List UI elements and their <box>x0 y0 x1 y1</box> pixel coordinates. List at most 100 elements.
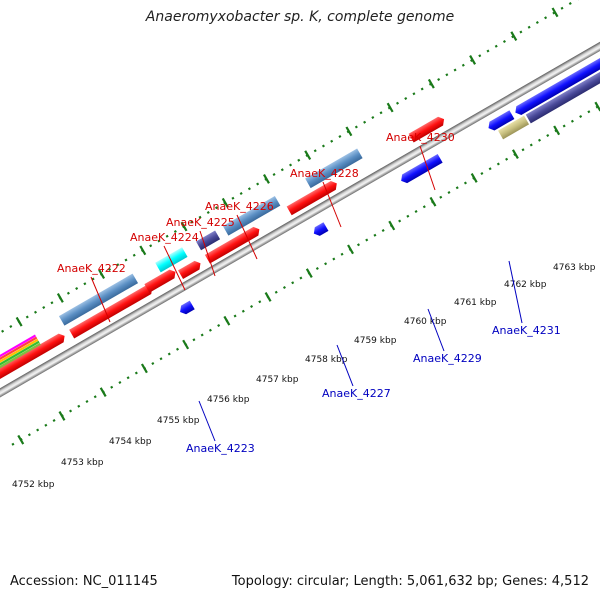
scale-major-tick <box>305 268 313 279</box>
cds-feature[interactable] <box>286 179 340 216</box>
scale-tick-label: 4757 kbp <box>256 375 299 385</box>
scale-major-tick <box>469 55 477 65</box>
scale-major-tick <box>304 150 312 161</box>
map-title: Anaeromyxobacter sp. K, complete genome <box>145 9 455 25</box>
steelblue-feature[interactable] <box>222 196 281 236</box>
gene-label-leader <box>163 245 186 291</box>
gene-label-leader <box>322 181 342 228</box>
scale-tick-label: 4759 kbp <box>354 336 397 346</box>
scale-tick-label: 4756 kbp <box>207 395 250 405</box>
khaki-feature[interactable] <box>498 115 530 140</box>
gene-label[interactable]: AnaeK_4223 <box>186 442 255 455</box>
scale-tick-label: 4755 kbp <box>157 416 200 426</box>
gene-label-leader <box>427 308 445 352</box>
scale-major-tick <box>427 78 435 89</box>
topology-label: Topology: circular; Length: 5,061,632 bp… <box>231 574 589 589</box>
scale-tick-label: 4752 kbp <box>12 480 55 490</box>
scale-major-tick <box>223 315 231 326</box>
gene-label-leader <box>199 230 216 277</box>
cds-feature[interactable] <box>178 259 203 280</box>
scale-tick-label: 4754 kbp <box>109 437 152 447</box>
scale-major-tick <box>345 126 353 137</box>
scale-tick-label: 4763 kbp <box>553 263 596 273</box>
cyan-feature[interactable] <box>155 247 188 273</box>
cds-feature[interactable] <box>144 268 178 293</box>
scale-major-tick <box>221 197 229 208</box>
scale-major-tick <box>56 293 64 303</box>
feature-multicolor-c[interactable] <box>0 338 39 379</box>
cds-feature[interactable] <box>486 110 515 132</box>
cds-feature[interactable] <box>204 225 262 264</box>
forward-feature-row <box>0 148 363 383</box>
scale-tick-label: 4760 kbp <box>404 317 447 327</box>
scale-major-tick <box>98 269 106 280</box>
gene-label[interactable]: AnaeK_4225 <box>166 216 235 229</box>
gene-label-leader <box>508 260 523 324</box>
scale-major-tick <box>182 339 190 350</box>
slate-feature[interactable] <box>196 230 221 251</box>
scale-major-tick <box>180 221 188 232</box>
scale-major-tick <box>58 411 66 421</box>
scale-major-tick <box>264 292 272 302</box>
scale-tick-label: 4761 kbp <box>454 298 497 308</box>
gene-label[interactable]: AnaeK_4230 <box>386 131 455 144</box>
steelblue-feature[interactable] <box>58 273 139 326</box>
gene-label-leader <box>336 344 354 387</box>
scale-major-tick <box>511 149 519 160</box>
gene-label[interactable]: AnaeK_4222 <box>57 262 126 275</box>
reverse-major-ticks <box>17 101 600 445</box>
forward-genes <box>0 115 447 386</box>
gene-label-leader <box>236 214 258 260</box>
scale-tick-label: 4758 kbp <box>305 355 348 365</box>
cds-feature[interactable] <box>69 283 155 339</box>
cds-feature[interactable] <box>513 49 600 117</box>
scale-major-tick <box>99 387 107 398</box>
genome-backbone <box>0 37 600 405</box>
scale-major-tick <box>470 173 478 183</box>
reverse-scale-dots <box>11 83 600 446</box>
gene-label-leaders <box>90 145 523 442</box>
feature-multicolor-a[interactable] <box>0 334 37 374</box>
scale-major-tick <box>17 434 25 445</box>
scale-major-tick <box>429 196 437 207</box>
scale-major-tick <box>553 125 561 136</box>
cds-feature[interactable] <box>408 115 447 143</box>
scale-tick-labels: 4752 kbp 4753 kbp 4754 kbp 4755 kbp 4756 kbp… <box>12 263 596 490</box>
scale-major-tick <box>15 316 23 327</box>
gene-label[interactable]: AnaeK_4224 <box>130 231 199 244</box>
gene-label[interactable]: AnaeK_4226 <box>205 200 274 213</box>
gene-label-leader <box>90 276 111 323</box>
cds-feature[interactable] <box>311 222 329 238</box>
scale-major-tick <box>510 31 518 42</box>
gene-label[interactable]: AnaeK_4227 <box>322 387 391 400</box>
scale-tick-label: 4753 kbp <box>61 458 104 468</box>
cds-feature[interactable] <box>0 332 67 386</box>
scale-major-tick <box>139 245 147 256</box>
forward-scale-dots <box>0 0 585 357</box>
scale-major-tick <box>140 363 148 374</box>
cds-feature[interactable] <box>399 154 443 185</box>
cds-feature[interactable] <box>178 300 195 317</box>
gene-label[interactable]: AnaeK_4228 <box>290 167 359 180</box>
feature-multicolor-d[interactable] <box>0 340 40 381</box>
gene-label-leader <box>419 145 436 191</box>
scale-major-tick <box>594 101 600 112</box>
gene-label-leader <box>198 400 216 442</box>
feature-multicolor-b[interactable] <box>0 336 38 377</box>
scale-tick-label: 4762 kbp <box>504 280 547 290</box>
scale-major-tick <box>263 174 270 184</box>
gene-labels: AnaeK_4222 AnaeK_4224 AnaeK_4225 AnaeK_4226… <box>57 131 561 455</box>
steelblue-feature[interactable] <box>305 148 363 189</box>
scale-major-tick <box>551 7 559 18</box>
gene-label[interactable]: AnaeK_4229 <box>413 352 482 365</box>
genome-strip <box>0 0 600 446</box>
gene-label[interactable]: AnaeK_4231 <box>492 324 561 337</box>
accession-label: Accession: NC_011145 <box>10 574 158 589</box>
scale-major-tick <box>386 102 394 113</box>
scale-major-tick <box>347 244 354 255</box>
slate-feature[interactable] <box>525 59 600 124</box>
scale-major-tick <box>388 220 396 231</box>
feature-multicolor-e[interactable] <box>0 342 41 383</box>
forward-major-ticks <box>15 7 559 327</box>
